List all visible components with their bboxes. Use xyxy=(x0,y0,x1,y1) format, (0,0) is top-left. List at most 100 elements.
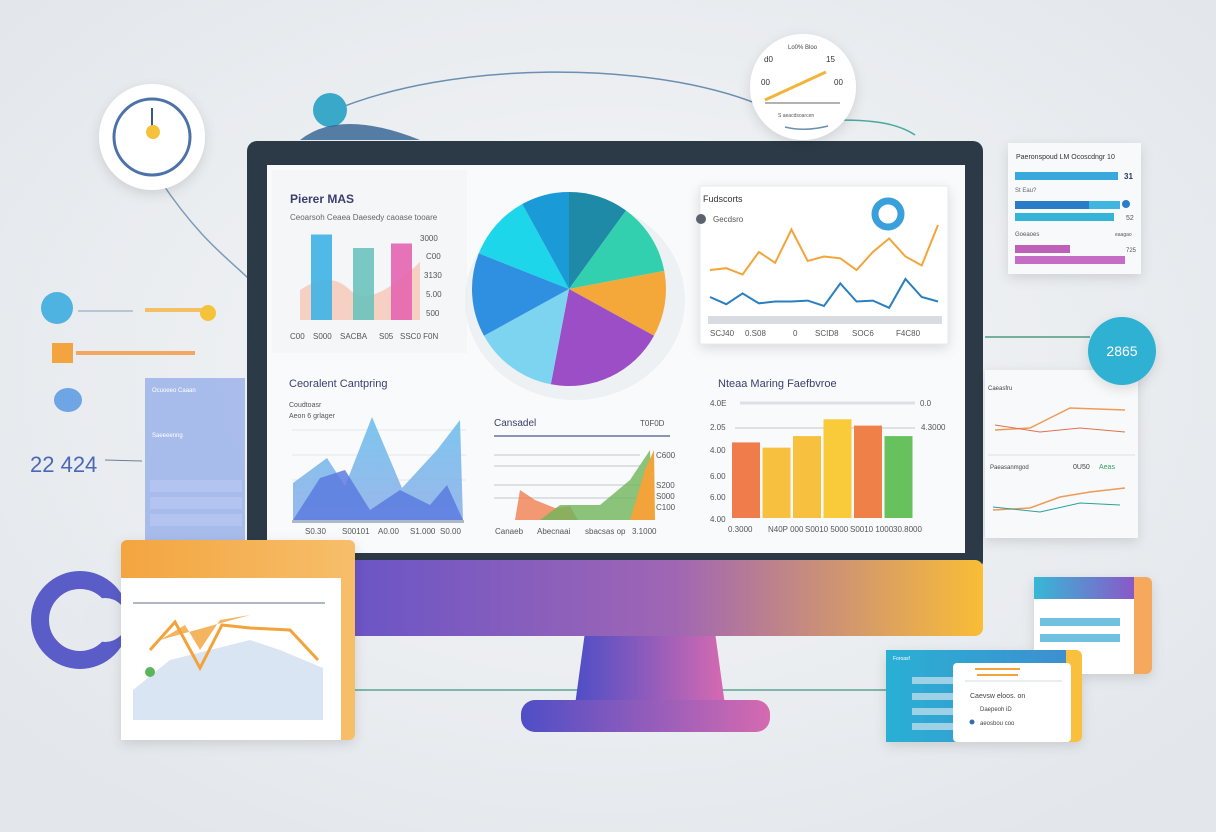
bar xyxy=(793,436,821,518)
gauge-label: 00 xyxy=(761,78,770,87)
gauge-label: 15 xyxy=(826,55,835,64)
card-header: Foroasf xyxy=(893,656,911,662)
x-label: F4C80 xyxy=(896,329,921,338)
y-label: 3000 xyxy=(420,234,438,243)
monitor-chin xyxy=(300,560,983,636)
panel-title: Cansadel xyxy=(494,418,536,429)
y-label: 3130 xyxy=(424,271,442,280)
monitor-base xyxy=(521,700,770,732)
side-panel-title: Ocuoeeo Caaan xyxy=(152,388,196,394)
panel-title: Fudscorts xyxy=(703,194,743,204)
panel-title: Ceoralent Cantpring xyxy=(289,378,387,390)
donut-icon xyxy=(871,197,905,231)
x-label: S0010 5000 xyxy=(805,525,849,534)
gauge-label: 00 xyxy=(834,78,843,87)
bar xyxy=(353,248,374,320)
y-label: 5.00 xyxy=(426,290,442,299)
y-label: 2.05 xyxy=(710,423,726,432)
pie-slice xyxy=(472,253,569,336)
x-label: S1.000 xyxy=(410,527,436,536)
pie-slice xyxy=(569,192,627,289)
panel-title: Pierer MAS xyxy=(290,192,354,206)
pie-slice xyxy=(522,192,569,289)
x-label: SACBA xyxy=(340,332,368,341)
pie-slice xyxy=(550,289,655,386)
bar xyxy=(854,425,882,518)
gauge-caption: S aeacdsoarcen xyxy=(778,113,814,119)
pie-slice xyxy=(569,210,665,289)
progress-bar xyxy=(1015,201,1089,209)
x-label: SSC0 F0N xyxy=(400,332,438,341)
side-panel xyxy=(145,378,245,540)
pie-slice xyxy=(483,289,569,385)
card-value: 52 xyxy=(1126,215,1134,222)
x-label: C00 xyxy=(290,332,305,341)
side-panel-subtitle: Saeeeenng xyxy=(152,433,183,439)
progress-bar xyxy=(1015,213,1114,221)
panel-subtitle: Ceoarsoh Ceaea Daesedy caoase tooare xyxy=(290,213,438,222)
panel-label: Paeasanmgod xyxy=(990,465,1029,471)
card-item: aeosbou coo xyxy=(980,721,1015,727)
progress-bar xyxy=(1015,256,1125,264)
y-label: S000 xyxy=(656,492,675,501)
big-number: 22 424 xyxy=(30,452,97,477)
value-badge: 2865 xyxy=(1088,317,1156,385)
y-label: C600 xyxy=(656,451,676,460)
progress-bar xyxy=(1015,172,1118,180)
card-item: Daepeoh iD xyxy=(980,707,1012,713)
wave-decoration xyxy=(300,124,420,140)
legend-label: Gecdsro xyxy=(713,215,744,224)
speed-gauge: Lo0% Bloo d0 15 00 00 S aeacdsoarcen xyxy=(750,34,856,140)
bottom-right-cards: Foroasf Caevsw eloos. on Daepeoh iD aeos… xyxy=(886,577,1152,742)
mid-area-panel: Cansadel T0F0D C600 S200 S000 C100 Canae… xyxy=(494,418,676,536)
card-title: Paeronspoud LM Ocoscdngr 10 xyxy=(1016,154,1115,161)
cloud-icon xyxy=(54,388,82,412)
x-label: 3.1000 xyxy=(632,527,657,536)
bar xyxy=(732,442,760,518)
x-label: S000 xyxy=(313,332,332,341)
y-label: 4.00 xyxy=(710,515,726,524)
card-label: St Eau? xyxy=(1015,188,1037,194)
x-label: SOC6 xyxy=(852,329,874,338)
pie-slice xyxy=(569,270,666,336)
top-left-bar-panel: Pierer MAS Ceoarsoh Ceaea Daesedy caoase… xyxy=(290,192,442,341)
trend-card xyxy=(121,540,355,740)
x-label: 0.S08 xyxy=(745,329,766,338)
x-label: Canaeb xyxy=(495,527,524,536)
bar xyxy=(311,234,332,320)
panel-value: 0U50 xyxy=(1073,464,1090,471)
node-dot xyxy=(200,305,216,321)
x-label: A0.00 xyxy=(378,527,399,536)
y-label: C00 xyxy=(426,252,441,261)
line-series xyxy=(709,277,939,310)
panel-label: Caeasfru xyxy=(988,386,1012,392)
x-label: N40P 000 xyxy=(768,525,804,534)
progress-bar xyxy=(1015,245,1070,253)
clock-gauge xyxy=(99,84,205,190)
panel-tag: Aeas xyxy=(1099,464,1115,471)
y-label: 4.0E xyxy=(710,399,726,408)
x-label: S0010 1000 xyxy=(850,525,894,534)
y-label: 4.00 xyxy=(710,446,726,455)
x-label: 0.3000 xyxy=(728,525,753,534)
y-label: 6.00 xyxy=(710,493,726,502)
y-label: 4.3000 xyxy=(921,423,946,432)
x-label: S0.30 xyxy=(305,527,326,536)
y-label: C100 xyxy=(656,503,676,512)
monitor-neck xyxy=(575,632,725,705)
panel-title: Nteaa Maring Faefbvroe xyxy=(718,378,837,390)
pin-icon xyxy=(313,93,347,127)
square-icon xyxy=(52,343,73,363)
bar xyxy=(391,243,412,320)
x-label: S05 xyxy=(379,332,394,341)
pie-chart xyxy=(472,192,666,386)
card-item: Caevsw eloos. on xyxy=(970,693,1025,700)
right-progress-card: Paeronspoud LM Ocoscdngr 10 31 St Eau? 5… xyxy=(1008,143,1141,274)
legend-dot xyxy=(696,214,706,224)
panel-value: T0F0D xyxy=(640,419,665,428)
card-value: 31 xyxy=(1124,172,1133,181)
x-label: S0.00 xyxy=(440,527,461,536)
line-series xyxy=(709,224,939,276)
y-label: S200 xyxy=(656,481,675,490)
